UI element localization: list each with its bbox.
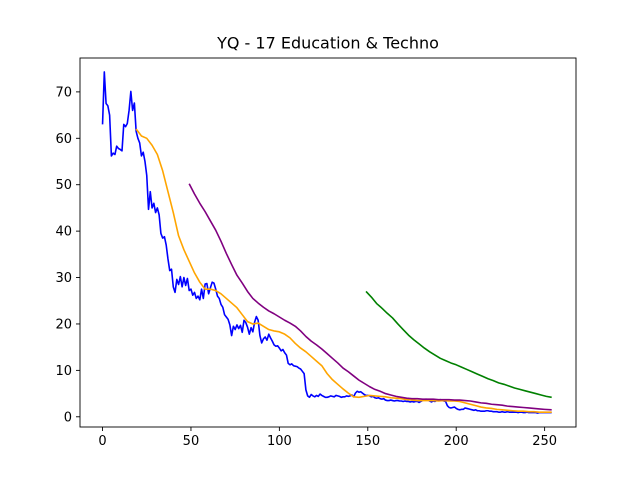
- plot-area: [101, 71, 552, 414]
- y-axis: 0 10 20 30 40 50 60 70: [55, 85, 80, 425]
- axes-frame: [79, 57, 577, 428]
- series-line-1: [101, 71, 552, 414]
- x-tick-label: 150: [355, 434, 380, 449]
- y-tick-label: 40: [55, 225, 72, 240]
- y-tick-label: 70: [55, 85, 72, 100]
- y-tick-label: 30: [55, 271, 72, 286]
- y-tick-label: 60: [55, 132, 72, 147]
- x-tick-label: 250: [532, 434, 557, 449]
- series-line-4: [365, 290, 552, 399]
- chart-title: YQ - 17 Education & Techno: [216, 34, 439, 53]
- x-tick-label: 200: [444, 434, 469, 449]
- x-tick-label: 0: [98, 434, 106, 449]
- y-tick-label: 10: [55, 364, 72, 379]
- y-tick-label: 0: [64, 410, 72, 425]
- x-tick-label: 100: [267, 434, 292, 449]
- y-tick-label: 50: [55, 178, 72, 193]
- series-line-2: [135, 128, 552, 413]
- x-axis: 0 50 100 150 200 250: [98, 427, 557, 449]
- x-tick-label: 50: [183, 434, 200, 449]
- series-line-3: [188, 183, 552, 411]
- y-tick-label: 20: [55, 317, 72, 332]
